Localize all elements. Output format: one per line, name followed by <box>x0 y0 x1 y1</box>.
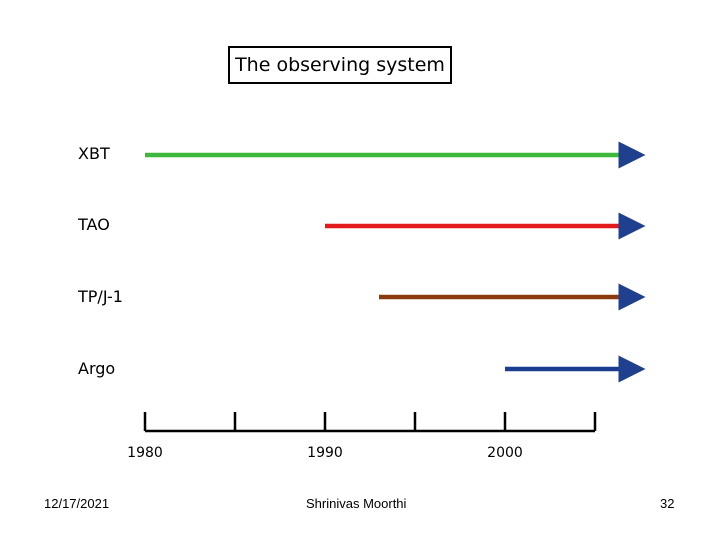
series-label-tao: TAO <box>78 215 110 234</box>
axis-label-2000: 2000 <box>487 445 523 461</box>
page-number: 32 <box>660 496 675 511</box>
series-label-argo: Argo <box>78 359 116 378</box>
footer-author: Shrinivas Moorthi <box>306 496 407 511</box>
series-label-xbt: XBT <box>78 144 110 163</box>
axis-label-1980: 1980 <box>127 445 163 461</box>
timeline-axis <box>143 412 597 433</box>
footer-date: 12/17/2021 <box>44 496 110 511</box>
slide-title: The observing system <box>228 46 452 84</box>
timeline-bars <box>145 141 646 383</box>
axis-label-1990: 1990 <box>307 445 343 461</box>
series-label-tpj1: TP/J-1 <box>78 287 123 306</box>
